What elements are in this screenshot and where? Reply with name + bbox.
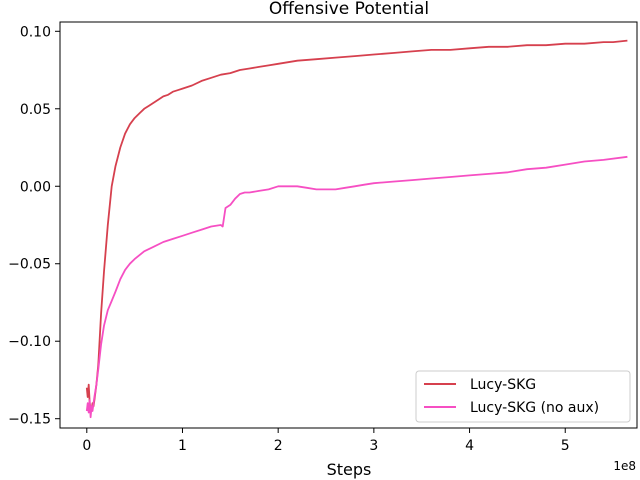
series-line-lucy-skg-no-aux [85,155,628,419]
y-tick-label: 0.10 [20,24,51,40]
y-tick-label: −0.15 [8,412,51,428]
x-tick-label: 1 [178,438,187,454]
x-tick-label: 4 [465,438,474,454]
axis-ticks: 0 1 2 3 4 5 0.10 0.05 0.00 −0.05 −0.10 −0.15 [8,24,570,454]
legend: Lucy-SKG Lucy-SKG (no aux) [415,370,631,423]
chart-title: Offensive Potential [269,0,429,19]
x-tick-label: 0 [82,438,91,454]
legend-box [415,370,631,423]
legend-label-lucy-skg-no-aux: Lucy-SKG (no aux) [470,400,599,416]
x-axis-label: Steps [327,460,372,479]
legend-label-lucy-skg: Lucy-SKG [470,377,536,393]
x-tick-label: 5 [561,438,570,454]
x-tick-label: 3 [369,438,378,454]
x-tick-label: 2 [274,438,283,454]
series-lines [85,39,628,419]
y-tick-label: 0.05 [20,102,51,118]
plot-frame [59,21,638,429]
x-axis-offset-label: 1e8 [613,459,636,473]
y-tick-label: 0.00 [20,179,51,195]
y-tick-label: −0.05 [8,257,51,273]
y-tick-label: −0.10 [8,334,51,350]
